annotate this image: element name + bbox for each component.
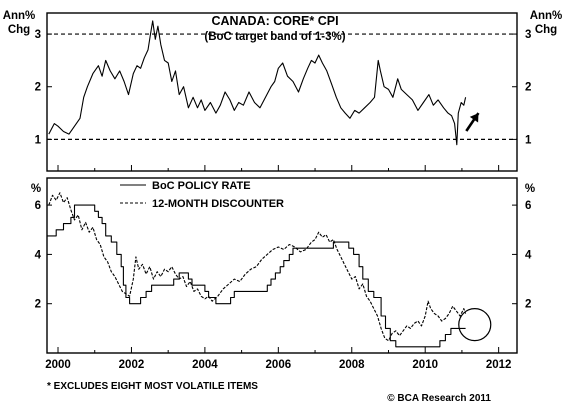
xtick-label: 2008 [339, 359, 365, 371]
top-right-ylabel-line1: Ann% [530, 10, 563, 22]
legend-label-policy-rate: BoC POLICY RATE [152, 180, 251, 192]
bottom-ytick-label-right: 2 [525, 299, 531, 311]
bottom-right-ylabel: % [525, 183, 535, 195]
bottom-left-ylabel: % [31, 183, 41, 195]
bottom-ytick-label-right: 4 [525, 249, 532, 261]
top-left-ylabel-line2: Chg [8, 24, 30, 36]
top-ytick-label-right: 2 [525, 82, 531, 94]
top-chart-title: CANADA: CORE* CPI [211, 14, 338, 28]
xtick-label: 2012 [486, 359, 512, 371]
series-line-boc-policy-rate [47, 204, 466, 348]
copyright-credit: © BCA Research 2011 [387, 393, 491, 404]
xtick-label: 2000 [45, 359, 71, 371]
bottom-panel-frame [46, 177, 518, 354]
upward-arrow-head [469, 113, 479, 123]
series-line-12-month-discounter [48, 192, 467, 342]
top-ytick-label-left: 1 [35, 134, 42, 146]
top-ytick-label-right: 1 [525, 134, 532, 146]
bottom-ytick-label-left: 6 [35, 200, 41, 212]
legend-label-discounter: 12-MONTH DISCOUNTER [152, 198, 284, 210]
top-chart-subtitle: (BoC target band of 1-3%) [204, 31, 345, 43]
top-right-ylabel-line2: Chg [535, 24, 557, 36]
xtick-label: 2010 [412, 359, 438, 371]
bottom-ytick-label-right: 6 [525, 200, 531, 212]
top-ytick-label-left: 3 [35, 29, 41, 41]
xtick-label: 2002 [119, 359, 145, 371]
top-ytick-label-left: 2 [35, 82, 41, 94]
top-ytick-label-right: 3 [525, 29, 531, 41]
highlight-circle [458, 308, 492, 342]
xtick-label: 2006 [266, 359, 292, 371]
xtick-label: 2004 [192, 359, 218, 371]
series-line-top-series-0 [48, 20, 467, 146]
bottom-ytick-label-left: 4 [35, 249, 42, 261]
top-panel-frame [46, 12, 518, 172]
top-left-ylabel-line1: Ann% [3, 10, 36, 22]
footnote: * EXCLUDES EIGHT MOST VOLATILE ITEMS [47, 381, 258, 392]
bottom-ytick-label-left: 2 [35, 299, 41, 311]
